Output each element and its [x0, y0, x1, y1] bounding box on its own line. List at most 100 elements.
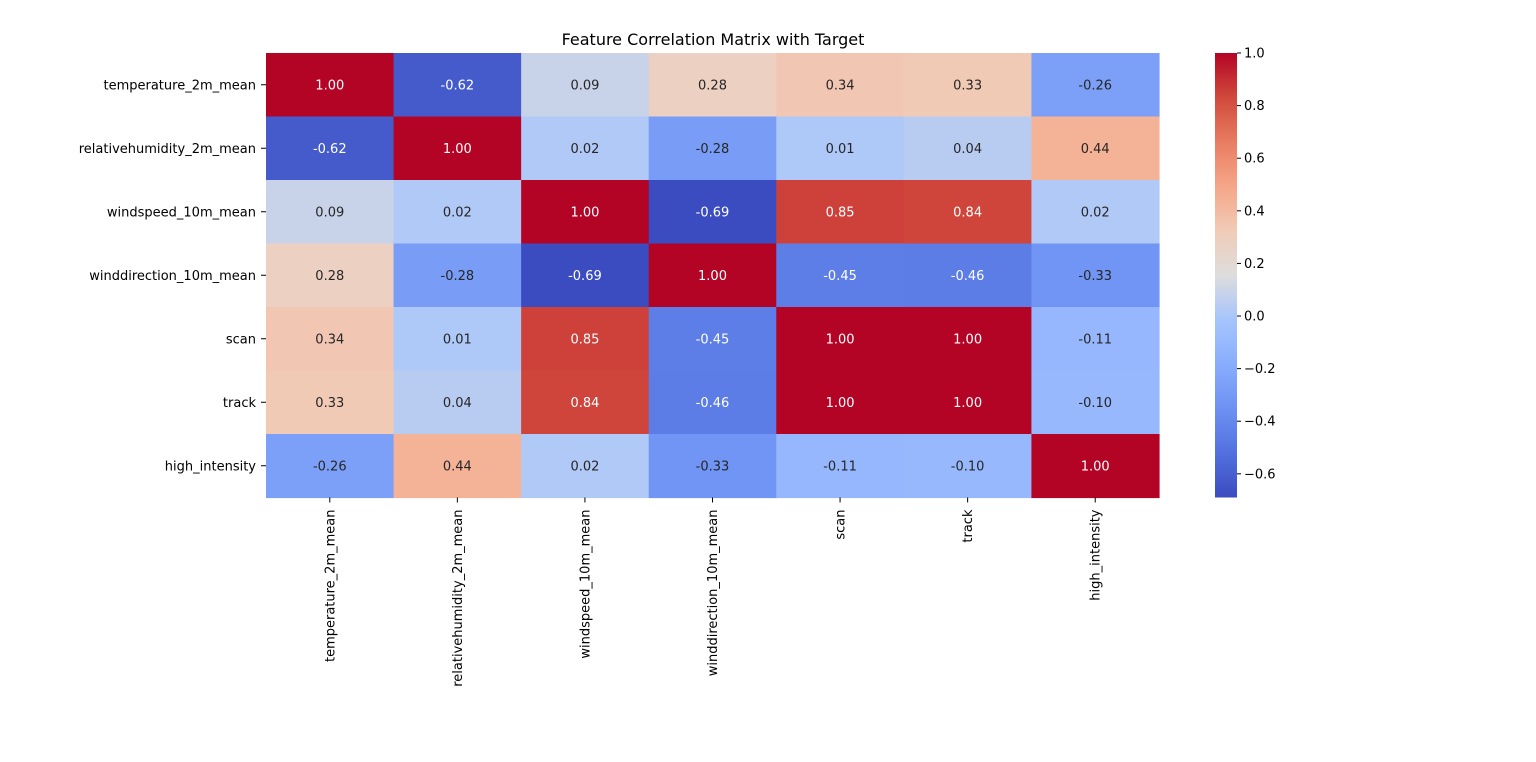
heatmap-annotations: 1.00 -0.62 0.09 0.28 0.34 0.33 -0.26 -0.62 1.00 0… — [313, 78, 1112, 474]
colorbar-gradient — [1215, 53, 1237, 498]
cell-annotation-r1-c4: 0.01 — [826, 142, 855, 157]
cell-annotation-r4-c6: -0.11 — [1078, 332, 1112, 347]
cell-annotation-r6-c1: 0.44 — [443, 459, 472, 474]
colorbar-tick-label-8: −0.6 — [1244, 467, 1276, 482]
cell-annotation-r2-c3: -0.69 — [696, 205, 730, 220]
cell-annotation-r0-c0: 1.00 — [315, 78, 344, 93]
heatmap-cell-r3-c6 — [1031, 243, 1160, 308]
colorbar-tick-label-1: 0.8 — [1244, 99, 1265, 114]
heatmap-cell-r4-c2 — [521, 307, 650, 372]
heatmap-cell-r5-c5 — [903, 370, 1033, 435]
heatmap-cell-r3-c0 — [266, 243, 395, 308]
cell-annotation-r2-c2: 1.00 — [570, 205, 599, 220]
y-tick-label-3: winddirection_10m_mean — [89, 269, 256, 284]
x-tick-label-6: high_intensity — [1089, 509, 1104, 601]
heatmap-cell-r2-c6 — [1031, 180, 1160, 245]
x-tick-label-4: scan — [834, 510, 849, 540]
cell-annotation-r4-c1: 0.01 — [443, 332, 472, 347]
x-tick-label-2: windspeed_10m_mean — [578, 510, 593, 659]
cell-annotation-r1-c1: 1.00 — [443, 142, 472, 157]
cell-annotation-r3-c1: -0.28 — [441, 269, 475, 284]
cell-annotation-r5-c1: 0.04 — [443, 396, 472, 411]
heatmap-cell-r6-c3 — [648, 434, 777, 499]
cell-annotation-r5-c3: -0.46 — [696, 396, 730, 411]
cell-annotation-r3-c2: -0.69 — [568, 269, 602, 284]
heatmap-cell-r2-c0 — [266, 180, 395, 245]
cell-annotation-r4-c0: 0.34 — [315, 332, 344, 347]
heatmap-cell-r0-c5 — [903, 53, 1033, 118]
cell-annotation-r6-c0: -0.26 — [313, 459, 347, 474]
colorbar-tick-label-2: 0.6 — [1244, 152, 1265, 167]
y-tick-label-6: high_intensity — [165, 459, 257, 474]
heatmap-cell-r1-c2 — [521, 116, 650, 181]
heatmap-cell-r5-c2 — [521, 370, 650, 435]
cell-annotation-r6-c3: -0.33 — [696, 459, 730, 474]
cell-annotation-r6-c2: 0.02 — [570, 459, 599, 474]
heatmap-cell-r4-c6 — [1031, 307, 1160, 372]
heatmap-cell-r2-c2 — [521, 180, 650, 245]
cell-annotation-r1-c6: 0.44 — [1081, 142, 1110, 157]
cell-annotation-r5-c5: 1.00 — [953, 396, 982, 411]
cell-annotation-r0-c6: -0.26 — [1078, 78, 1112, 93]
heatmap-cell-r2-c4 — [776, 180, 905, 245]
cell-annotation-r1-c3: -0.28 — [696, 142, 730, 157]
heatmap-cell-r1-c6 — [1031, 116, 1160, 181]
heatmap-cell-r0-c3 — [648, 53, 777, 118]
x-axis: temperature_2m_mean relativehumidity_2m_m… — [323, 497, 1104, 687]
heatmap-cell-r4-c0 — [266, 307, 395, 372]
heatmap-cell-r0-c2 — [521, 53, 650, 118]
colorbar-tick-label-0: 1.0 — [1244, 47, 1265, 62]
heatmap-cell-r1-c0 — [266, 116, 395, 181]
cell-annotation-r2-c4: 0.85 — [826, 205, 855, 220]
cell-annotation-r2-c0: 0.09 — [315, 205, 344, 220]
heatmap-cell-r6-c4 — [776, 434, 905, 499]
cell-annotation-r6-c5: -0.10 — [951, 459, 985, 474]
cell-annotation-r0-c1: -0.62 — [441, 78, 475, 93]
y-tick-label-5: track — [223, 396, 257, 411]
heatmap-cell-r0-c0 — [266, 53, 395, 118]
heatmap-cell-r0-c4 — [776, 53, 905, 118]
cell-annotation-r3-c3: 1.00 — [698, 269, 727, 284]
heatmap-cell-r5-c0 — [266, 370, 395, 435]
heatmap-cell-r6-c5 — [903, 434, 1033, 499]
colorbar-tick-label-4: 0.2 — [1244, 257, 1265, 272]
x-tick-label-3: winddirection_10m_mean — [706, 510, 721, 677]
cell-annotation-r4-c5: 1.00 — [953, 332, 982, 347]
x-tick-label-1: relativehumidity_2m_mean — [451, 510, 466, 687]
cell-annotation-r1-c2: 0.02 — [570, 142, 599, 157]
heatmap-cell-r6-c1 — [393, 434, 522, 499]
colorbar-tick-label-3: 0.4 — [1244, 204, 1265, 219]
cell-annotation-r3-c6: -0.33 — [1078, 269, 1112, 284]
cell-annotation-r5-c6: -0.10 — [1078, 396, 1112, 411]
heatmap-cell-r3-c1 — [393, 243, 522, 308]
heatmap-cell-r6-c0 — [266, 434, 395, 499]
cell-annotation-r2-c5: 0.84 — [953, 205, 982, 220]
heatmap-cell-r4-c4 — [776, 307, 905, 372]
heatmap-cell-r3-c2 — [521, 243, 650, 308]
cell-annotation-r5-c0: 0.33 — [315, 396, 344, 411]
cell-annotation-r1-c5: 0.04 — [953, 142, 982, 157]
heatmap-cell-r0-c1 — [393, 53, 522, 118]
colorbar-tick-label-7: −0.4 — [1244, 415, 1276, 430]
colorbar: 1.0 0.8 0.6 0.4 0.2 0.0 −0.2 −0.4 −0.6 — [1215, 47, 1276, 498]
y-axis: temperature_2m_mean relativehumidity_2m_m… — [79, 78, 266, 474]
cell-annotation-r1-c0: -0.62 — [313, 142, 347, 157]
heatmap-cell-r0-c6 — [1031, 53, 1160, 118]
chart-title: Feature Correlation Matrix with Target — [562, 30, 865, 49]
heatmap-cell-r1-c3 — [648, 116, 777, 181]
cell-annotation-r2-c6: 0.02 — [1081, 205, 1110, 220]
heatmap-cell-r1-c1 — [393, 116, 522, 181]
cell-annotation-r4-c4: 1.00 — [826, 332, 855, 347]
colorbar-tick-label-5: 0.0 — [1244, 310, 1265, 325]
heatmap-cell-r1-c4 — [776, 116, 905, 181]
heatmap-cell-r1-c5 — [903, 116, 1033, 181]
heatmap-cells — [266, 53, 1160, 499]
cell-annotation-r0-c3: 0.28 — [698, 78, 727, 93]
heatmap-cell-r5-c6 — [1031, 370, 1160, 435]
heatmap-cell-r4-c5 — [903, 307, 1033, 372]
heatmap-cell-r5-c3 — [648, 370, 777, 435]
heatmap-cell-r2-c1 — [393, 180, 522, 245]
heatmap-cell-r6-c6 — [1031, 434, 1160, 499]
heatmap-cell-r5-c1 — [393, 370, 522, 435]
